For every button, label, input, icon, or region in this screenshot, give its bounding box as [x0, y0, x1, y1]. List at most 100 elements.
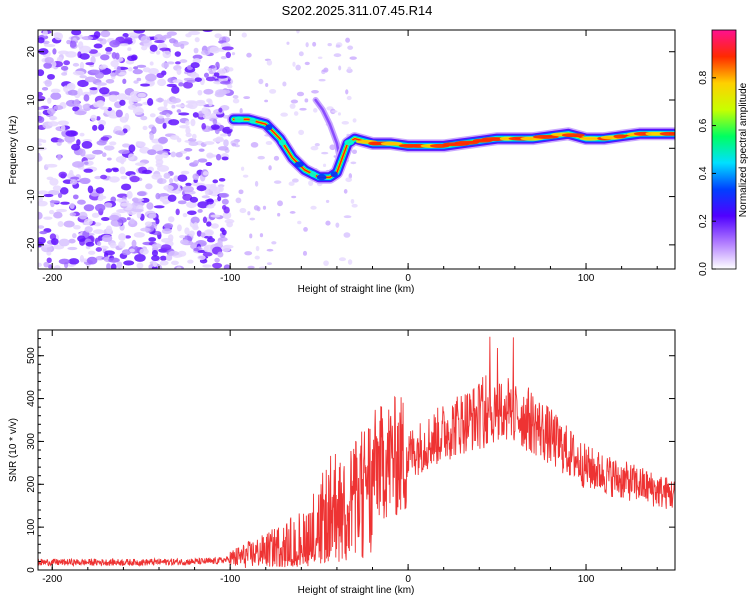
- heatmap-noise-blob: [42, 30, 48, 37]
- heatmap-noise-blob: [127, 104, 137, 110]
- spectrogram-y-tick-label: -20: [26, 237, 37, 252]
- heatmap-noise-blob: [314, 143, 320, 147]
- heatmap-noise-blob: [175, 208, 180, 216]
- heatmap-noise-blob: [185, 156, 190, 161]
- heatmap-ridge-hotspot: [532, 134, 559, 139]
- spectrogram-y-tick-label: -10: [26, 189, 37, 204]
- heatmap-noise-blob: [95, 82, 107, 86]
- heatmap-noise-blob: [70, 176, 80, 180]
- heatmap-noise-blob: [231, 143, 237, 147]
- heatmap-noise-blob: [102, 152, 107, 158]
- heatmap-noise-blob: [184, 227, 190, 235]
- heatmap-noise-blob: [129, 175, 140, 183]
- heatmap-noise-blob: [38, 106, 45, 111]
- heatmap-noise-blob: [115, 198, 127, 202]
- heatmap-noise-blob: [244, 251, 253, 256]
- heatmap-noise-blob: [51, 238, 59, 246]
- heatmap-noise-blob: [89, 87, 98, 91]
- heatmap-noise-blob: [282, 81, 287, 87]
- heatmap-noise-blob: [132, 208, 144, 213]
- heatmap-noise-blob: [350, 198, 355, 204]
- heatmap-noise-blob: [100, 245, 109, 250]
- heatmap-noise-blob: [293, 111, 299, 116]
- heatmap-noise-blob: [69, 40, 77, 48]
- heatmap-noise-blob: [168, 119, 180, 126]
- colorbar-tick-label: 0.2: [698, 214, 709, 228]
- heatmap-noise-blob: [109, 242, 117, 249]
- heatmap-noise-blob: [197, 158, 208, 163]
- heatmap-noise-blob: [162, 200, 169, 205]
- heatmap-noise-blob: [79, 75, 87, 79]
- heatmap-noise-blob: [90, 56, 96, 65]
- heatmap-noise-blob: [299, 107, 307, 111]
- heatmap-noise-blob: [153, 34, 164, 42]
- heatmap-noise-blob: [58, 171, 68, 178]
- heatmap-noise-blob: [79, 148, 86, 157]
- heatmap-noise-blob: [185, 33, 192, 38]
- heatmap-noise-blob: [100, 30, 111, 38]
- heatmap-noise-blob: [156, 72, 165, 79]
- heatmap-noise-blob: [44, 44, 56, 48]
- spectrogram-y-axis-label: Frequency (Hz): [8, 116, 19, 185]
- heatmap-noise-blob: [65, 130, 77, 137]
- heatmap-noise-blob: [38, 236, 46, 244]
- snr-y-tick-label: 100: [26, 518, 37, 535]
- heatmap-noise-blob: [196, 230, 202, 237]
- heatmap-ridge-hotspot: [579, 136, 602, 141]
- heatmap-noise-blob: [291, 178, 299, 183]
- heatmap-noise-blob: [127, 67, 133, 72]
- heatmap-noise-blob: [176, 68, 182, 75]
- heatmap-noise-blob: [255, 245, 260, 252]
- heatmap-noise-blob: [265, 141, 273, 146]
- heatmap-noise-blob: [147, 149, 157, 156]
- heatmap-noise-blob: [140, 115, 148, 121]
- heatmap-noise-blob: [253, 205, 260, 211]
- heatmap-noise-blob: [58, 258, 71, 265]
- heatmap-noise-blob: [182, 185, 194, 193]
- heatmap-noise-blob: [63, 85, 69, 93]
- heatmap-noise-blob: [76, 139, 81, 146]
- heatmap-noise-blob: [171, 104, 176, 109]
- heatmap-noise-blob: [173, 175, 180, 182]
- heatmap-noise-blob: [171, 260, 179, 265]
- heatmap-noise-blob: [85, 62, 95, 66]
- heatmap-noise-blob: [84, 154, 96, 158]
- heatmap-noise-blob: [206, 221, 212, 227]
- heatmap-noise-blob: [136, 262, 144, 269]
- heatmap-noise-blob: [53, 265, 61, 269]
- heatmap-noise-blob: [54, 32, 63, 41]
- heatmap-noise-blob: [44, 57, 54, 64]
- heatmap-noise-blob: [240, 166, 245, 171]
- spectrogram-frame: [37, 29, 676, 270]
- heatmap-noise-blob: [292, 61, 296, 67]
- heatmap-noise-blob: [136, 64, 147, 68]
- heatmap-noise-blob: [49, 200, 60, 204]
- heatmap-noise-blob: [221, 198, 229, 205]
- heatmap-noise-blob: [201, 195, 210, 199]
- heatmap-noise-blob: [94, 71, 105, 79]
- heatmap-noise-blob: [49, 115, 58, 121]
- heatmap-noise-blob: [213, 80, 223, 85]
- heatmap-noise-blob: [243, 96, 251, 100]
- heatmap-noise-blob: [156, 178, 167, 185]
- heatmap-ridge-hotspot: [265, 124, 273, 131]
- heatmap-noise-blob: [177, 174, 188, 182]
- heatmap-noise-blob: [289, 211, 296, 214]
- spectrogram-y-tick-label: 0: [26, 145, 37, 151]
- heatmap-noise-blob: [200, 50, 211, 56]
- heatmap-noise-blob: [56, 208, 68, 213]
- heatmap-noise-blob: [163, 184, 174, 191]
- heatmap-noise-blob: [129, 218, 135, 225]
- heatmap-noise-blob: [104, 250, 115, 256]
- heatmap-noise-blob: [79, 132, 85, 137]
- heatmap-noise-blob: [122, 78, 127, 85]
- heatmap-noise-blob: [105, 225, 113, 234]
- heatmap-noise-blob: [60, 65, 69, 71]
- heatmap-cells: [38, 30, 675, 269]
- snr-x-axis-label: Height of straight line (km): [298, 585, 415, 596]
- heatmap-noise-blob: [213, 72, 220, 77]
- heatmap-noise-blob: [96, 116, 101, 121]
- heatmap-noise-blob: [38, 153, 42, 162]
- heatmap-noise-blob: [348, 173, 353, 179]
